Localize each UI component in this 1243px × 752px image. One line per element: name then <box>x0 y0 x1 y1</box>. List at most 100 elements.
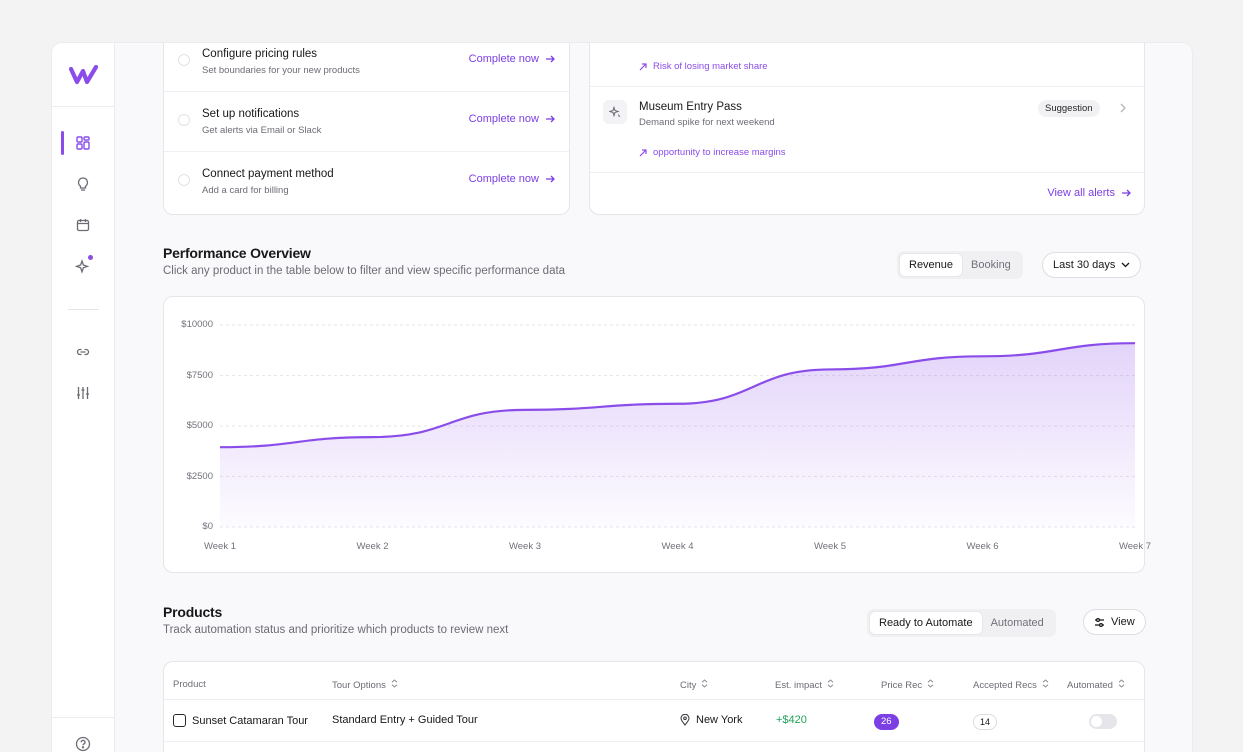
arrow-right-icon <box>546 115 555 123</box>
checklist-circle[interactable] <box>178 114 190 126</box>
y-tick-label: $0 <box>202 521 213 532</box>
setup-item-subtitle: Set boundaries for your new products <box>202 65 360 76</box>
alert-subtitle: Demand spike for next weekend <box>639 117 775 128</box>
area-fill <box>220 343 1135 527</box>
date-range-dropdown[interactable]: Last 30 days <box>1042 252 1142 278</box>
setup-item-title: Set up notifications <box>202 108 300 120</box>
sort-icon <box>1118 679 1125 691</box>
sidebar-divider <box>52 717 115 718</box>
sort-icon <box>701 679 708 691</box>
setup-item-subtitle: Add a card for billing <box>202 185 289 196</box>
sliders-icon[interactable] <box>72 382 94 404</box>
active-indicator <box>61 131 64 155</box>
product-cell: Sunset Catamaran Tour <box>173 714 308 727</box>
performance-chart: $10000 $7500 $5000 $2500 $0 Week 1 Week 2 Week … <box>163 296 1151 573</box>
y-tick-label: $7500 <box>186 369 213 381</box>
setup-item-subtitle: Get alerts via Email or Slack <box>202 125 322 136</box>
column-label: City <box>680 679 697 691</box>
view-all-alerts-label: View all alerts <box>1047 187 1115 199</box>
setup-item-title: Configure pricing rules <box>202 48 318 60</box>
dashboard-icon[interactable] <box>72 132 94 154</box>
column-header-accepted-recs[interactable]: Accepted Recs <box>973 679 1049 691</box>
x-tick-label: Week 7 <box>1118 541 1152 552</box>
tab-revenue[interactable]: Revenue <box>900 254 963 276</box>
city-name: New York <box>696 714 743 726</box>
column-header-est-impact[interactable]: Est. impact <box>775 679 834 691</box>
products-title: Products <box>163 604 223 620</box>
column-label: Est. impact <box>775 679 822 691</box>
accepted-recs-badge: 14 <box>973 714 998 730</box>
product-name: Sunset Catamaran Tour <box>192 714 308 727</box>
sidebar <box>52 43 115 752</box>
header-divider <box>164 699 1144 700</box>
column-header-city[interactable]: City <box>680 679 708 691</box>
sidebar-divider <box>68 309 99 310</box>
help-icon[interactable] <box>72 733 94 752</box>
calendar-icon[interactable] <box>72 214 94 236</box>
risk-note: Risk of losing market share <box>639 61 768 72</box>
metric-toggle: Revenue Booking <box>897 251 1023 279</box>
column-label: Price Rec <box>881 679 923 691</box>
setup-item: Connect payment method Add a card for bi… <box>164 152 569 212</box>
opportunity-text: opportunity to increase margins <box>653 147 786 158</box>
column-header-product[interactable]: Product <box>173 679 206 690</box>
view-label: View <box>1111 616 1135 628</box>
complete-now-label: Complete now <box>468 53 539 65</box>
price-rec-badge[interactable]: 26 <box>874 714 899 730</box>
y-tick-label: $2500 <box>186 470 213 482</box>
accepted-recs-cell: 14 <box>973 714 998 730</box>
column-header-tour-options[interactable]: Tour Options <box>332 679 398 691</box>
tab-automated[interactable]: Automated <box>990 617 1044 629</box>
location-pin-icon <box>680 714 690 726</box>
setup-checklist-card: Configure pricing rules Set boundaries f… <box>163 43 570 215</box>
divider <box>590 86 1144 87</box>
setup-item: Configure pricing rules Set boundaries f… <box>164 43 569 92</box>
link-icon[interactable] <box>72 341 94 363</box>
chevron-right-icon[interactable] <box>1119 102 1127 114</box>
setup-item: Set up notifications Get alerts via Emai… <box>164 92 569 152</box>
automation-toggle: Ready to Automate Automated <box>867 609 1056 637</box>
alerts-card: Risk of losing market share Museum Entry… <box>589 43 1145 215</box>
alert-title[interactable]: Museum Entry Pass <box>639 101 742 113</box>
tab-booking[interactable]: Booking <box>971 259 1011 271</box>
bulb-icon[interactable] <box>72 173 94 195</box>
row-divider <box>164 741 1144 742</box>
checklist-circle[interactable] <box>178 54 190 66</box>
column-label: Automated <box>1067 679 1113 691</box>
opportunity-note: opportunity to increase margins <box>639 147 786 158</box>
x-tick-label: Week 3 <box>508 541 542 552</box>
tab-ready-to-automate[interactable]: Ready to Automate <box>870 612 982 634</box>
revenue-line <box>219 342 1136 449</box>
tour-option-cell: Standard Entry + Guided Tour <box>332 714 478 726</box>
logo-icon[interactable] <box>69 63 99 87</box>
products-table: Product Tour Options City Est. impact Pr… <box>163 661 1145 752</box>
complete-now-link[interactable]: Complete now <box>469 113 555 125</box>
column-label: Tour Options <box>332 679 386 691</box>
notification-dot <box>88 255 93 260</box>
automated-toggle[interactable] <box>1089 714 1117 729</box>
complete-now-link[interactable]: Complete now <box>469 173 555 185</box>
arrow-right-icon <box>1122 189 1131 197</box>
column-header-automated[interactable]: Automated <box>1067 679 1125 691</box>
row-checkbox[interactable] <box>173 714 186 727</box>
risk-text: Risk of losing market share <box>653 61 768 72</box>
complete-now-link[interactable]: Complete now <box>469 53 555 65</box>
area-chart <box>219 324 1136 528</box>
sparkle-icon <box>603 100 627 124</box>
sort-icon <box>927 679 934 691</box>
checklist-circle[interactable] <box>178 174 190 186</box>
arrow-right-icon <box>546 55 555 63</box>
complete-now-label: Complete now <box>468 113 539 125</box>
sparkle-icon[interactable] <box>72 255 94 277</box>
x-tick-label: Week 5 <box>813 541 847 552</box>
sort-icon <box>1042 679 1049 691</box>
view-button[interactable]: View <box>1083 609 1146 635</box>
app-window: Configure pricing rules Set boundaries f… <box>52 43 1192 752</box>
sidebar-divider <box>52 106 115 107</box>
performance-title: Performance Overview <box>163 245 311 261</box>
x-tick-label: Week 4 <box>661 541 694 552</box>
column-header-price-rec[interactable]: Price Rec <box>881 679 934 691</box>
x-tick-label: Week 6 <box>966 541 999 552</box>
view-all-alerts-link[interactable]: View all alerts <box>1047 187 1131 199</box>
price-rec-cell: 26 <box>874 714 899 730</box>
